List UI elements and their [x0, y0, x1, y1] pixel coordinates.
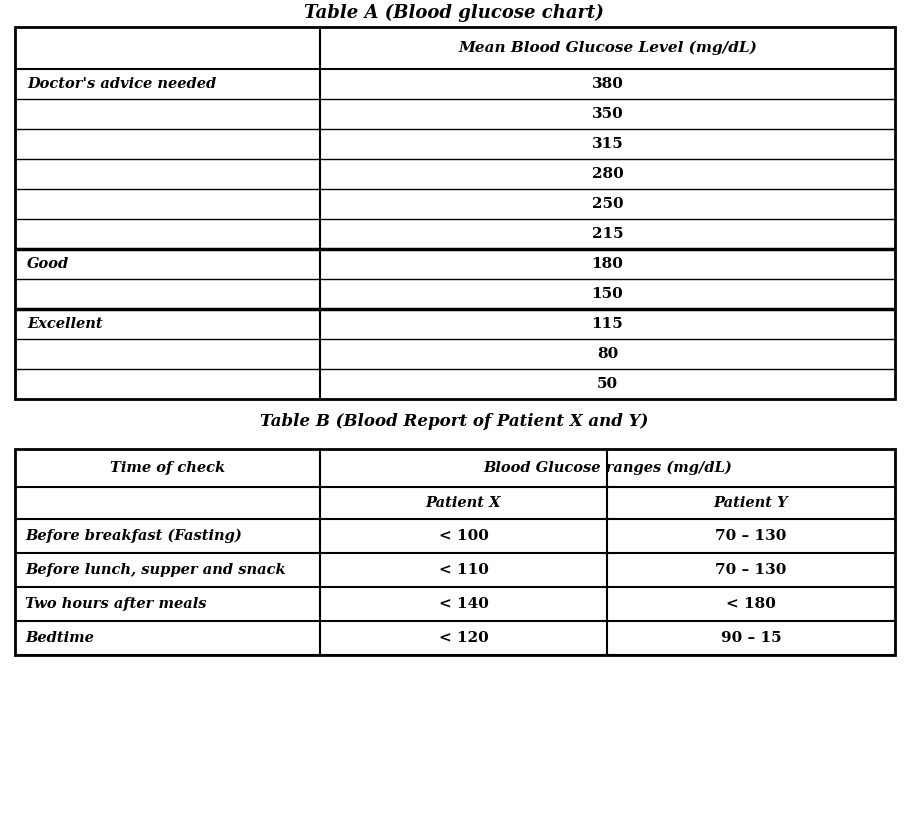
- Text: < 110: < 110: [438, 563, 488, 577]
- Text: Good: Good: [27, 257, 69, 271]
- Bar: [15, 449, 895, 655]
- Text: 380: 380: [592, 77, 624, 91]
- Text: Excellent: Excellent: [27, 317, 103, 331]
- Text: 315: 315: [592, 137, 624, 151]
- Bar: [15, 27, 895, 399]
- Text: Blood Glucose ranges (mg/dL): Blood Glucose ranges (mg/dL): [483, 461, 732, 475]
- Text: Table A (Blood glucose chart): Table A (Blood glucose chart): [305, 4, 604, 22]
- Text: Patient Y: Patient Y: [714, 496, 788, 510]
- Text: 50: 50: [597, 377, 618, 391]
- Text: 115: 115: [592, 317, 624, 331]
- Text: Mean Blood Glucose Level (mg/dL): Mean Blood Glucose Level (mg/dL): [458, 40, 757, 55]
- Text: Two hours after meals: Two hours after meals: [25, 597, 206, 611]
- Text: Before lunch, supper and snack: Before lunch, supper and snack: [25, 563, 285, 577]
- Text: Table B (Blood Report of Patient X and Y): Table B (Blood Report of Patient X and Y…: [260, 412, 648, 430]
- Text: 180: 180: [592, 257, 624, 271]
- Text: 150: 150: [592, 287, 624, 301]
- Text: 280: 280: [592, 167, 624, 181]
- Text: 80: 80: [597, 347, 618, 361]
- Text: < 180: < 180: [726, 597, 776, 611]
- Text: Before breakfast (Fasting): Before breakfast (Fasting): [25, 529, 242, 543]
- Text: 70 – 130: 70 – 130: [715, 563, 786, 577]
- Text: Patient X: Patient X: [425, 496, 501, 510]
- Text: Doctor's advice needed: Doctor's advice needed: [27, 77, 216, 91]
- Text: Time of check: Time of check: [110, 461, 225, 475]
- Text: 250: 250: [592, 197, 624, 211]
- Text: 90 – 15: 90 – 15: [721, 631, 782, 645]
- Text: < 120: < 120: [439, 631, 488, 645]
- Text: Bedtime: Bedtime: [25, 631, 94, 645]
- Text: < 140: < 140: [438, 597, 488, 611]
- Text: 215: 215: [592, 227, 624, 241]
- Text: < 100: < 100: [438, 529, 488, 543]
- Text: 70 – 130: 70 – 130: [715, 529, 786, 543]
- Text: 350: 350: [592, 107, 624, 121]
